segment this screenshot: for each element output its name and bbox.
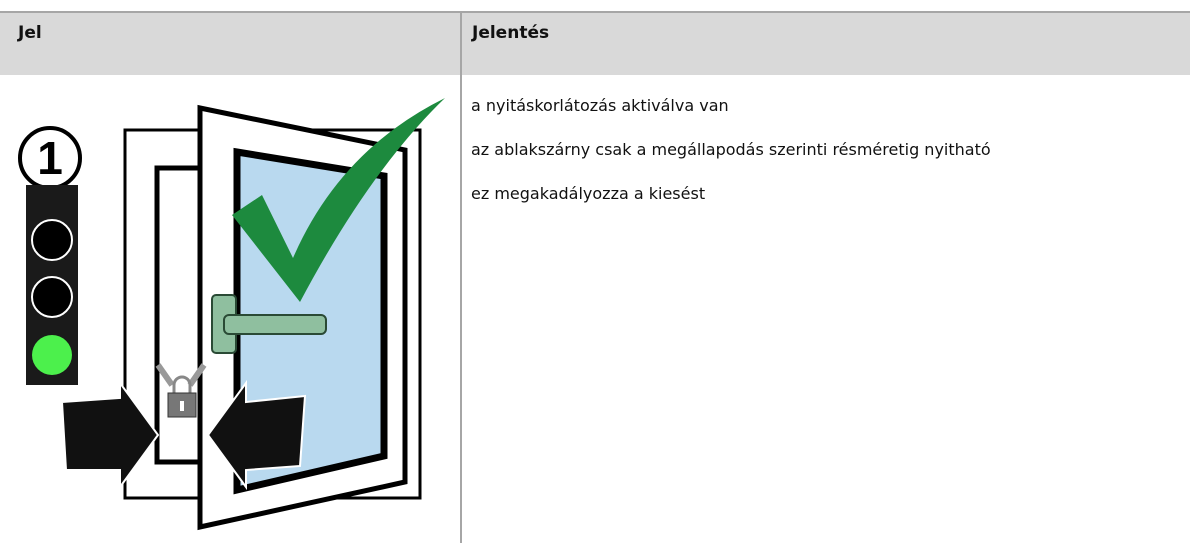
signal-number: 1 [37,132,63,184]
lock-keyhole [180,401,184,411]
light-off [31,219,73,261]
header-cell: Jelentés [472,23,550,43]
arrow-left [206,379,307,491]
signal-illustration: 1 [18,98,445,531]
meaning-line: a nyitáskorlátozás aktiválva van [471,96,729,115]
handle-lever [223,314,327,335]
meaning-line: az ablakszárny csak a megállapodás szeri… [471,140,991,159]
light-green [32,335,72,375]
arrow-right [60,379,160,491]
check-mark [232,98,445,302]
light-off [31,276,73,318]
table-header: Jel Jelentés [0,11,1190,75]
column-divider [460,13,462,543]
meaning-line: ez megakadályozza a kiesést [471,184,706,203]
lock-shackle [172,375,192,393]
lock-chain [155,363,207,387]
header-cell: Jel [18,23,42,43]
